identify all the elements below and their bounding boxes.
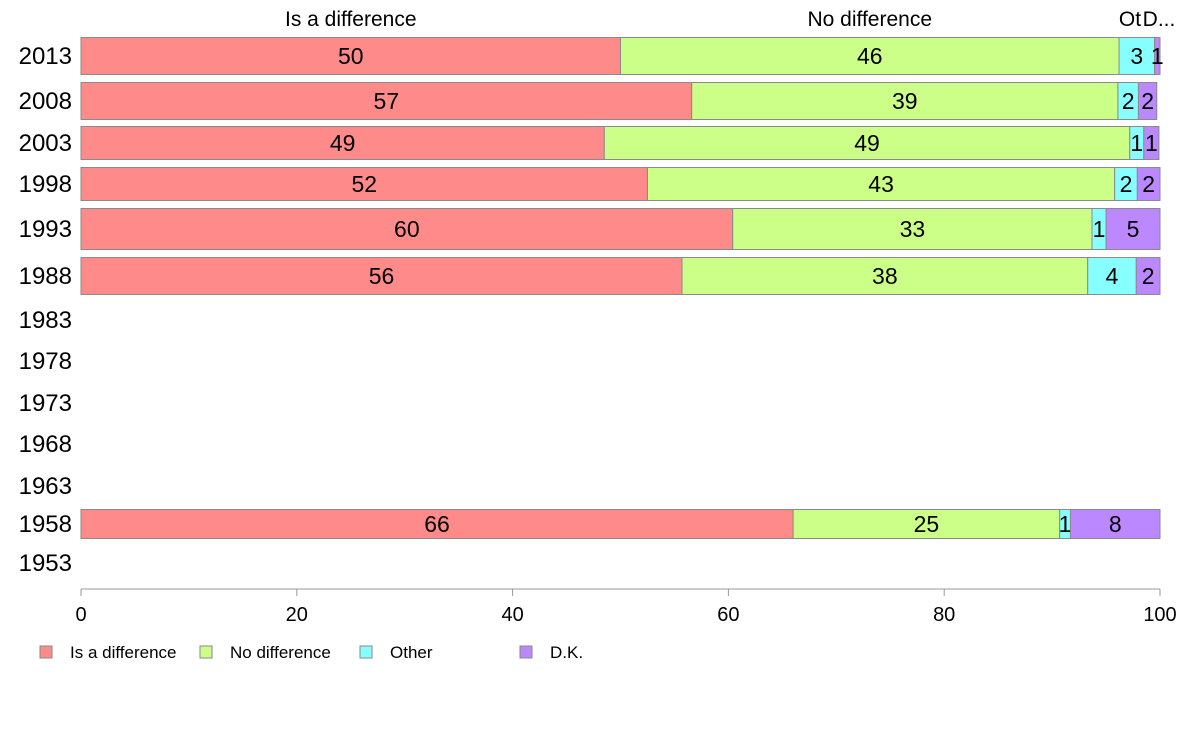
data-label-1958-series-2: 1 bbox=[1059, 511, 1072, 537]
data-label-2003-series-2: 1 bbox=[1130, 130, 1143, 156]
legend-swatch-0 bbox=[39, 645, 53, 659]
category-label-1953: 1953 bbox=[19, 550, 72, 577]
category-label-1988: 1988 bbox=[19, 263, 72, 290]
category-label-1993: 1993 bbox=[19, 216, 72, 243]
x-tick-label-20: 20 bbox=[286, 604, 308, 626]
legend-label-2: Other bbox=[390, 643, 433, 662]
bar-2003-series-1 bbox=[603, 126, 1131, 160]
category-label-1973: 1973 bbox=[19, 390, 72, 417]
bar-2013-series-0 bbox=[80, 37, 621, 75]
data-label-1958-series-3: 8 bbox=[1109, 511, 1122, 537]
top-label-1: No difference bbox=[807, 8, 932, 31]
data-label-1993-series-2: 1 bbox=[1093, 216, 1106, 242]
category-label-1978: 1978 bbox=[19, 348, 72, 375]
bar-1958-series-1 bbox=[792, 509, 1061, 539]
bar-2013-series-2 bbox=[1118, 37, 1156, 75]
bar-1988-series-0 bbox=[80, 257, 683, 295]
data-label-1993-series-0: 60 bbox=[394, 216, 420, 242]
data-label-2008-series-3: 2 bbox=[1141, 88, 1154, 114]
data-label-1958-series-0: 66 bbox=[424, 511, 450, 537]
x-tick-label-100: 100 bbox=[1143, 604, 1176, 626]
category-label-1958: 1958 bbox=[19, 511, 72, 538]
legend-label-3: D.K. bbox=[550, 643, 583, 662]
category-label-2013: 2013 bbox=[19, 43, 72, 70]
data-label-1993-series-3: 5 bbox=[1127, 216, 1140, 242]
bar-2008-series-3 bbox=[1137, 82, 1158, 120]
category-label-1968: 1968 bbox=[19, 431, 72, 458]
top-label-2: Ot bbox=[1119, 8, 1141, 31]
data-label-2003-series-1: 49 bbox=[854, 130, 880, 156]
bar-1993-series-3 bbox=[1105, 208, 1161, 250]
bar-1998-series-1 bbox=[646, 167, 1116, 201]
bar-1988-series-3 bbox=[1135, 257, 1161, 295]
bar-1958-series-3 bbox=[1069, 509, 1161, 539]
data-label-2013-series-0: 50 bbox=[338, 43, 364, 69]
category-label-2003: 2003 bbox=[19, 130, 72, 157]
legend-label-0: Is a difference bbox=[70, 643, 176, 662]
data-label-1988-series-2: 4 bbox=[1106, 263, 1119, 289]
legend-swatch-3 bbox=[519, 645, 533, 659]
category-label-1998: 1998 bbox=[19, 171, 72, 198]
top-label-3: D... bbox=[1143, 8, 1176, 31]
data-label-2013-series-3: 1 bbox=[1151, 43, 1164, 69]
bar-1993-series-0 bbox=[80, 208, 734, 250]
bar-2008-series-1 bbox=[691, 82, 1119, 120]
data-label-2013-series-2: 3 bbox=[1130, 43, 1143, 69]
bar-1998-series-3 bbox=[1136, 167, 1161, 201]
data-label-2008-series-0: 57 bbox=[374, 88, 400, 114]
data-label-2003-series-0: 49 bbox=[330, 130, 356, 156]
data-label-2003-series-3: 1 bbox=[1145, 130, 1158, 156]
data-label-1993-series-1: 33 bbox=[900, 216, 926, 242]
legend-swatch-2 bbox=[359, 645, 373, 659]
bar-2003-series-3 bbox=[1143, 126, 1160, 160]
category-label-2008: 2008 bbox=[19, 88, 72, 115]
bar-2013-series-1 bbox=[620, 37, 1120, 75]
x-tick-label-60: 60 bbox=[717, 604, 739, 626]
bar-1958-series-0 bbox=[80, 509, 794, 539]
data-label-2008-series-1: 39 bbox=[892, 88, 918, 114]
legend-swatch-1 bbox=[199, 645, 213, 659]
legend-label-1: No difference bbox=[230, 643, 331, 662]
bar-1993-series-1 bbox=[732, 208, 1093, 250]
data-label-1998-series-3: 2 bbox=[1142, 171, 1155, 197]
bar-2003-series-0 bbox=[80, 126, 605, 160]
data-label-1988-series-3: 2 bbox=[1142, 263, 1155, 289]
bar-1988-series-1 bbox=[681, 257, 1089, 295]
top-label-0: Is a difference bbox=[285, 8, 417, 31]
data-label-1958-series-1: 25 bbox=[914, 511, 940, 537]
data-label-1998-series-0: 52 bbox=[351, 171, 377, 197]
category-label-1963: 1963 bbox=[19, 473, 72, 500]
data-label-1988-series-1: 38 bbox=[872, 263, 898, 289]
data-label-2013-series-1: 46 bbox=[857, 43, 883, 69]
data-label-2008-series-2: 2 bbox=[1122, 88, 1135, 114]
x-tick-label-40: 40 bbox=[501, 604, 523, 626]
bar-1988-series-2 bbox=[1087, 257, 1137, 295]
data-label-1988-series-0: 56 bbox=[369, 263, 395, 289]
x-tick-label-80: 80 bbox=[933, 604, 955, 626]
x-tick-label-0: 0 bbox=[75, 604, 86, 626]
bar-2013-series-3 bbox=[1154, 37, 1161, 75]
data-label-1998-series-2: 2 bbox=[1120, 171, 1133, 197]
category-label-1983: 1983 bbox=[19, 307, 72, 334]
data-label-1998-series-1: 43 bbox=[868, 171, 894, 197]
